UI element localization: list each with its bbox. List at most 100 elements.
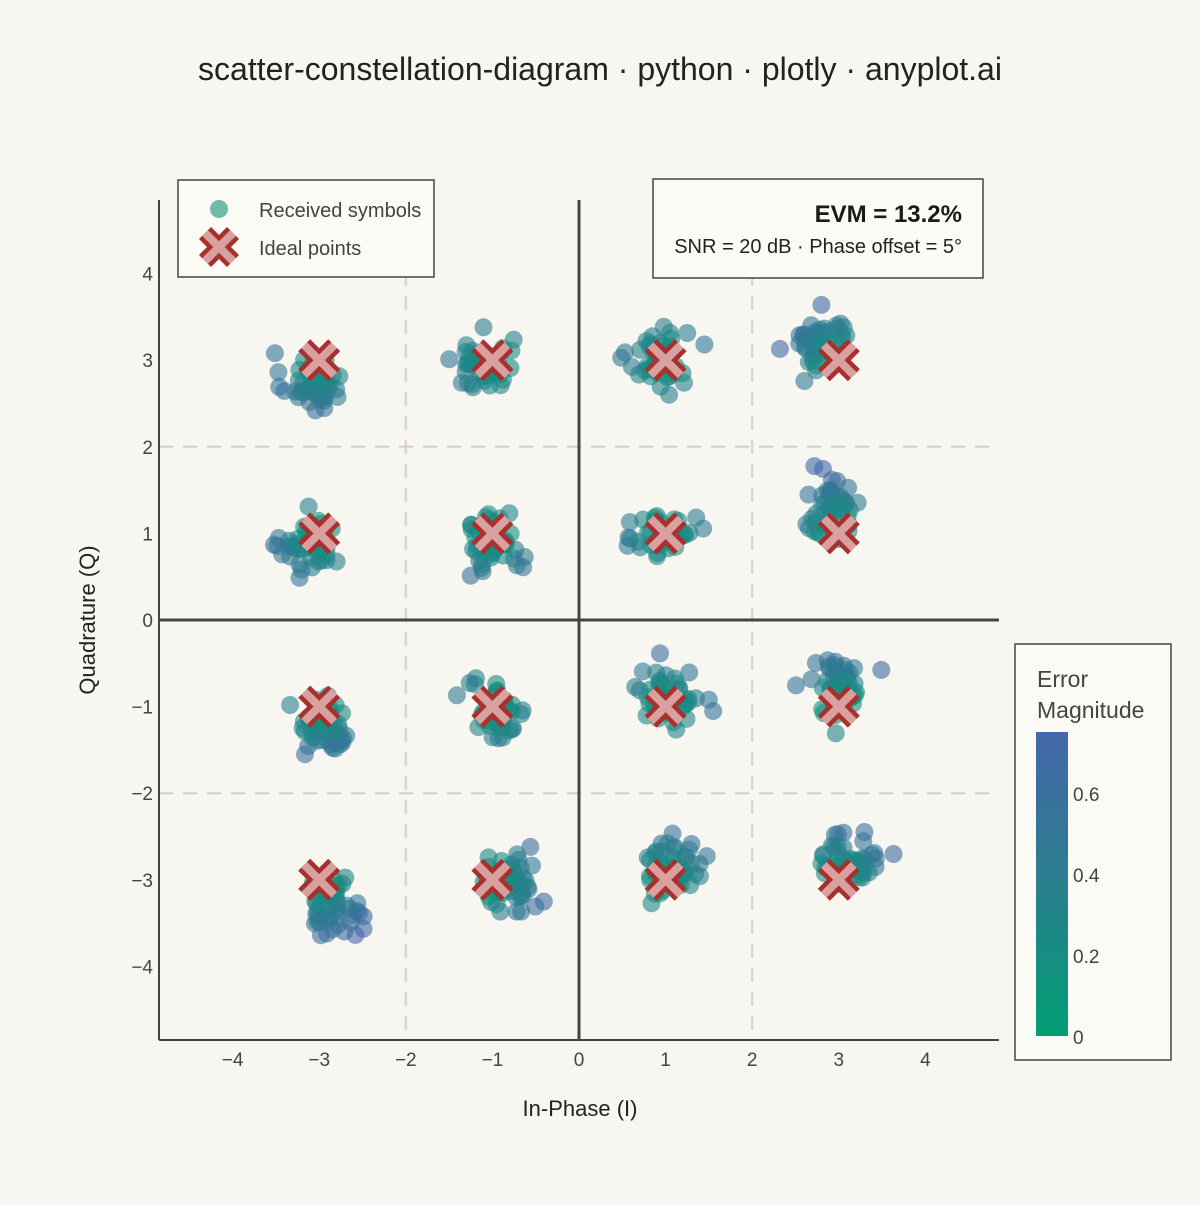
colorbar-tick-label: 0.2 <box>1073 947 1099 968</box>
received-symbol-point <box>622 357 641 376</box>
tick-labels: −4 −3 −2 −1 0 1 2 3 4 −4 −3 −2 −1 0 1 2 3 4 <box>131 265 931 1071</box>
ideal-x-inner <box>647 861 684 898</box>
received-symbol-point <box>268 536 287 555</box>
y-tick-label: 2 <box>142 438 153 459</box>
evm-annotation: EVM = 13.2% SNR = 20 dB · Phase offset =… <box>652 178 984 279</box>
received-symbol-point <box>296 745 314 764</box>
received-symbol-point <box>265 344 284 363</box>
y-tick-label: −3 <box>131 871 153 892</box>
ideal-x-inner <box>301 515 338 552</box>
received-symbol-point <box>648 547 667 566</box>
ideal-x-inner <box>647 515 684 552</box>
ideal-x-inner <box>202 230 236 264</box>
colorbar-tick-label: 0.4 <box>1073 866 1100 887</box>
received-symbol-point <box>346 925 365 944</box>
received-symbol-point <box>463 375 482 394</box>
received-symbol-point <box>837 326 856 345</box>
x-tick-label: −3 <box>308 1050 330 1071</box>
ideal-point-marker <box>471 339 514 382</box>
received-symbol-point <box>796 339 815 358</box>
received-symbol-point <box>281 696 300 714</box>
chart-title: scatter-constellation-diagram · python ·… <box>198 51 1002 87</box>
colorbar-tick-label: 0.6 <box>1073 785 1099 806</box>
received-symbol-point <box>311 926 330 945</box>
y-tick-label: −2 <box>131 784 153 805</box>
received-symbol-point <box>620 513 639 532</box>
x-tick-label: 2 <box>747 1050 758 1071</box>
received-symbol-point <box>440 350 459 369</box>
received-symbol-point <box>680 663 699 682</box>
x-axis-label: In-Phase (I) <box>523 1096 638 1121</box>
received-symbol-point <box>820 499 839 518</box>
received-symbol-point <box>697 847 716 866</box>
x-tick-label: −4 <box>222 1050 244 1071</box>
received-symbol-point <box>799 485 818 504</box>
colorbar-title-line2: Magnitude <box>1037 697 1144 723</box>
ideal-x-inner <box>474 515 511 552</box>
received-symbol-point <box>515 548 534 566</box>
ideal-x-inner <box>647 688 684 725</box>
ideal-point-marker <box>817 858 860 901</box>
ideal-x-inner <box>301 688 338 725</box>
received-symbol-point <box>315 388 334 407</box>
ideal-x-inner <box>820 688 857 725</box>
received-symbol-point <box>667 720 686 739</box>
ideal-x-inner <box>474 688 511 725</box>
colorbar-title-line1: Error <box>1037 666 1088 692</box>
received-symbol-point <box>447 686 466 705</box>
received-symbol-point <box>884 845 903 863</box>
colorbar: Error Magnitude 0 0.2 0.4 0.6 <box>1014 643 1172 1061</box>
received-symbol-point <box>687 508 706 527</box>
received-symbol-point <box>770 339 789 358</box>
received-symbol-point <box>326 739 345 758</box>
ideal-point-marker <box>298 685 341 728</box>
ideal-point-marker <box>644 339 687 382</box>
received-symbol-point <box>647 663 666 682</box>
axes <box>158 200 999 1041</box>
ideal-point-marker <box>471 512 514 555</box>
ideal-x-inner <box>647 342 684 379</box>
received-symbol-point <box>660 385 679 404</box>
ideal-point-marker <box>644 685 687 728</box>
received-symbol-point <box>299 497 318 516</box>
ideal-point-marker <box>817 685 860 728</box>
ideal-points <box>298 339 860 901</box>
received-symbol-point <box>626 678 645 696</box>
received-symbol-point <box>678 324 697 342</box>
y-tick-label: 3 <box>142 351 153 372</box>
received-symbol-point <box>297 380 316 399</box>
y-tick-label: −4 <box>131 957 153 978</box>
ideal-point-marker <box>644 858 687 901</box>
x-tick-label: 3 <box>834 1050 845 1071</box>
legend-box <box>177 179 435 278</box>
received-symbol-point <box>337 896 356 915</box>
received-symbol-point <box>521 837 540 856</box>
received-symbol-point <box>292 560 311 579</box>
y-axis-label: Quadrature (Q) <box>75 545 100 694</box>
received-symbol-point <box>507 888 526 907</box>
received-symbol-point <box>664 838 683 857</box>
received-symbol-point <box>651 644 669 663</box>
ideal-point-marker <box>817 512 860 555</box>
received-symbol-point <box>812 295 831 314</box>
received-symbol-point <box>646 844 665 863</box>
y-tick-label: 1 <box>142 524 153 545</box>
received-symbol-point <box>695 335 714 354</box>
received-symbol-point <box>534 892 553 911</box>
received-symbol-point <box>854 832 873 851</box>
ideal-point-marker <box>644 512 687 555</box>
ideal-point-marker <box>298 512 341 555</box>
ideal-point-marker <box>471 685 514 728</box>
received-symbol-point <box>848 493 867 512</box>
received-symbol-point <box>523 856 541 875</box>
received-symbol-point <box>310 912 329 931</box>
received-symbol-point <box>845 659 863 678</box>
ideal-point-marker <box>298 858 341 901</box>
y-tick-label: −1 <box>131 698 153 719</box>
x-tick-label: 4 <box>920 1050 931 1071</box>
received-symbol-point <box>872 660 891 679</box>
received-symbol-point <box>802 670 821 689</box>
received-symbol-point <box>826 724 845 743</box>
